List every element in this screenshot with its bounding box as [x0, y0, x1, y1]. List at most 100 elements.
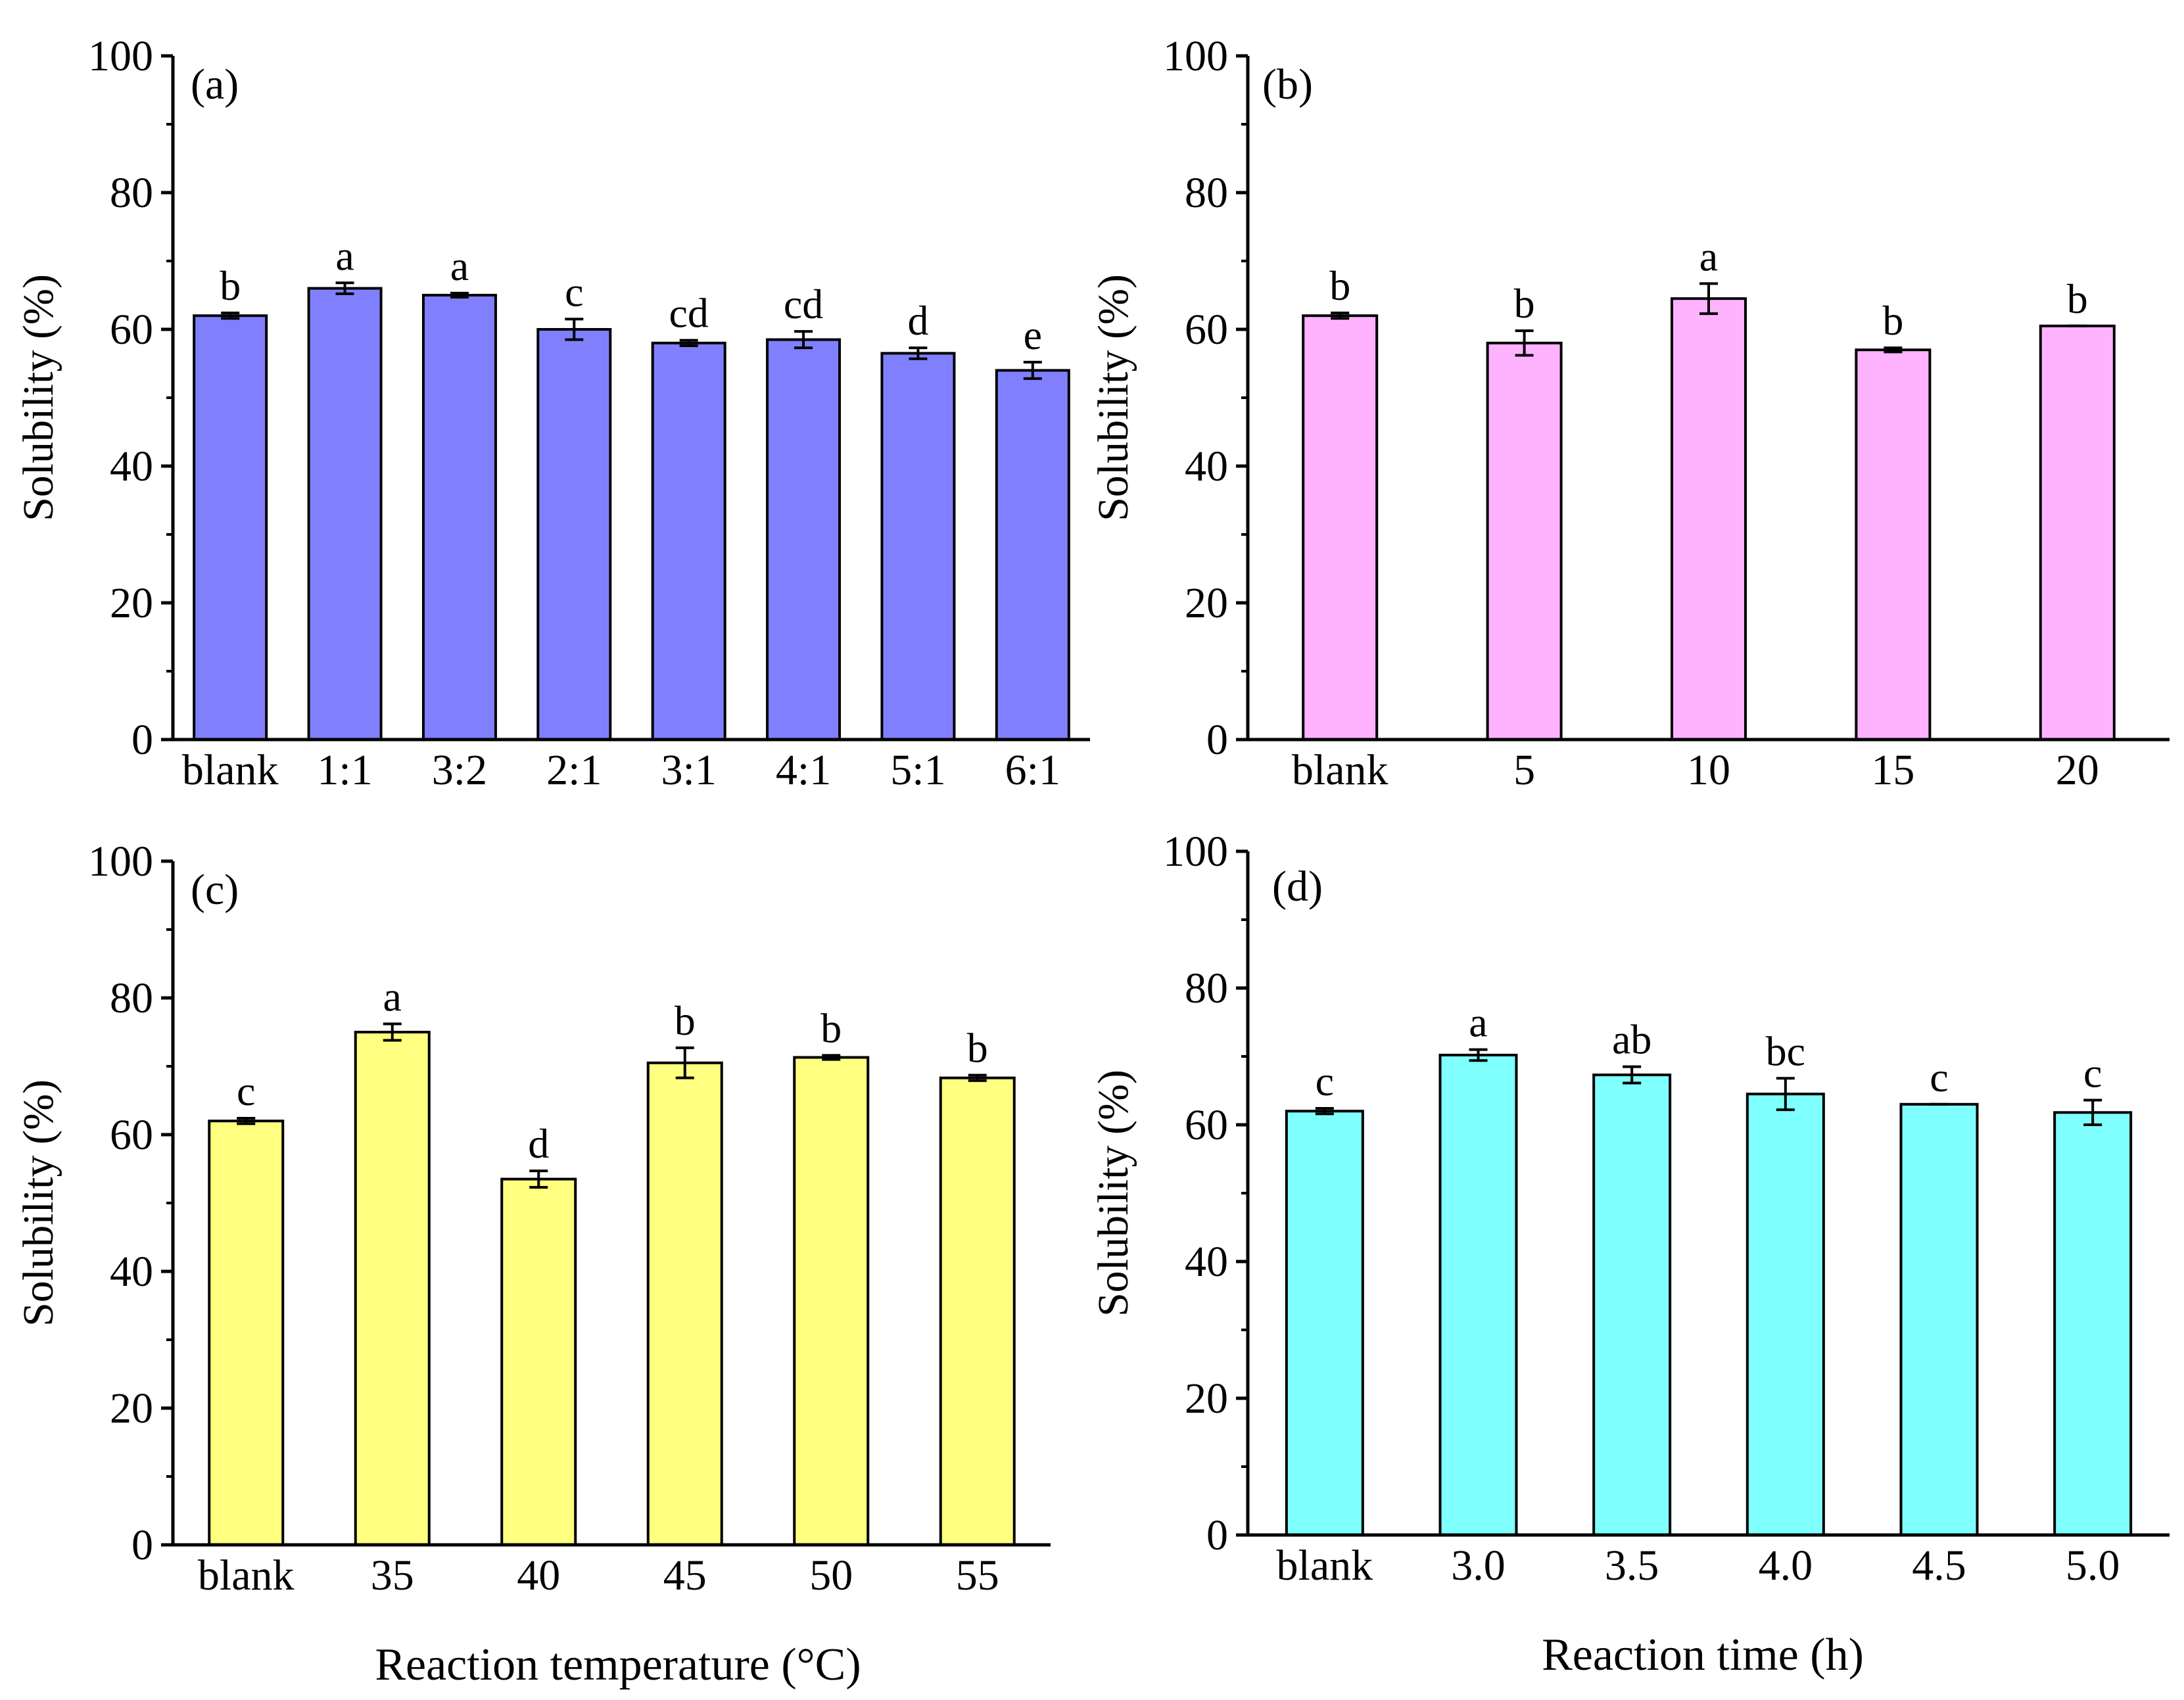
x-tick-label: 40 — [517, 1551, 560, 1599]
panel-label: (c) — [191, 866, 239, 914]
significance-label: b — [220, 262, 241, 309]
significance-label: c — [1930, 1054, 1948, 1100]
bar — [193, 314, 268, 741]
x-tick-label: 1:1 — [317, 746, 372, 794]
x-tick-label: 4:1 — [776, 746, 831, 794]
y-axis-label: Solubility (%) — [1089, 1070, 1137, 1317]
bar — [1671, 297, 1747, 741]
panel-label: (d) — [1272, 862, 1323, 910]
bar — [208, 1120, 285, 1546]
x-tick-label: 10 — [1687, 746, 1730, 794]
x-tick-label: blank — [182, 746, 279, 794]
significance-label: b — [2067, 275, 2088, 322]
bar — [1285, 1110, 1364, 1536]
bar — [1592, 1074, 1672, 1536]
bar — [1745, 1093, 1825, 1536]
y-tick-label: 100 — [88, 838, 153, 885]
x-tick-label: 55 — [956, 1551, 999, 1599]
bar — [793, 1056, 870, 1546]
significance-label: bc — [1766, 1027, 1805, 1074]
x-tick-label: 5 — [1513, 746, 1535, 794]
y-tick-label: 80 — [1185, 964, 1228, 1012]
x-tick-label: 3:1 — [661, 746, 717, 794]
y-tick-label: 80 — [1185, 169, 1228, 217]
y-tick-label: 80 — [110, 974, 153, 1022]
bar — [1855, 348, 1932, 741]
panel-label: (b) — [1262, 60, 1313, 108]
panel-d: c blank a 3.0 ab 3.5 bc 4.0 c 4.5 c 5.0 0 20 40 60 80 100… — [1089, 828, 2170, 1680]
x-tick-label: 5.0 — [2066, 1542, 2120, 1590]
x-tick-label: 3.0 — [1451, 1542, 1506, 1590]
bar — [421, 294, 497, 741]
y-tick-label: 20 — [1185, 1375, 1228, 1423]
panel-a: b blank a 1:1 a 3:2 c 2:1 cd 3:1 cd 4:1 d 5:1 e 6:1 0 20 4… — [14, 32, 1090, 794]
x-tick-label: 4.5 — [1912, 1542, 1966, 1590]
significance-label: a — [335, 232, 354, 279]
x-tick-label: 50 — [809, 1551, 853, 1599]
significance-label: c — [565, 268, 583, 315]
x-tick-label: 4.0 — [1759, 1542, 1813, 1590]
x-tick-label: blank — [1277, 1542, 1373, 1590]
significance-label: cd — [784, 281, 823, 327]
significance-label: a — [383, 974, 402, 1020]
significance-label: b — [675, 997, 696, 1044]
bar — [500, 1177, 577, 1546]
bar — [354, 1031, 431, 1546]
significance-label: a — [1699, 233, 1718, 279]
x-axis-label: Reaction time (h) — [1542, 1630, 1864, 1680]
significance-label: b — [1514, 280, 1535, 327]
y-tick-label: 60 — [110, 1111, 153, 1159]
bar — [2039, 324, 2116, 741]
bar — [939, 1076, 1016, 1547]
y-tick-label: 0 — [131, 716, 153, 764]
significance-label: d — [528, 1120, 549, 1167]
significance-label: c — [1316, 1058, 1334, 1104]
y-tick-label: 60 — [1185, 1101, 1228, 1149]
bar — [646, 1061, 723, 1547]
y-tick-label: 0 — [1206, 1511, 1228, 1559]
y-tick-label: 80 — [110, 169, 153, 217]
significance-label: b — [967, 1025, 988, 1072]
y-tick-label: 20 — [1185, 579, 1228, 627]
bar — [1899, 1102, 1979, 1537]
significance-label: a — [1469, 999, 1487, 1046]
y-tick-label: 40 — [1185, 1238, 1228, 1286]
bar — [1302, 314, 1379, 741]
y-tick-label: 20 — [110, 579, 153, 627]
panel-c: c blank a 35 d 40 b 45 b 50 b 55 0 20 40 60 80 100 (c) Solu… — [14, 838, 1051, 1690]
x-tick-label: 45 — [663, 1551, 707, 1599]
x-tick-label: 3:2 — [432, 746, 487, 794]
significance-label: ab — [1612, 1016, 1651, 1063]
y-axis-label: Solubility (%) — [1089, 274, 1137, 521]
x-tick-label: 15 — [1871, 746, 1914, 794]
bar — [307, 287, 383, 742]
x-axis-label: Reaction temperature (°C) — [375, 1640, 861, 1690]
y-tick-label: 40 — [1185, 442, 1228, 490]
x-tick-label: 2:1 — [546, 746, 602, 794]
bar — [2053, 1111, 2133, 1536]
panel-label: (a) — [191, 60, 239, 108]
significance-label: b — [1329, 262, 1350, 309]
x-tick-label: blank — [198, 1551, 295, 1599]
y-tick-label: 100 — [88, 32, 153, 80]
bar — [995, 369, 1070, 741]
x-tick-label: 20 — [2056, 746, 2099, 794]
panel-b: b blank b 5 a 10 b 15 b 20 0 20 40 60 80 100 (b) Solubili… — [1089, 32, 2170, 794]
y-tick-label: 40 — [110, 442, 153, 490]
significance-label: e — [1024, 312, 1042, 358]
y-axis-label: Solubility (%) — [14, 274, 62, 521]
y-tick-label: 0 — [1206, 716, 1228, 764]
x-tick-label: 35 — [371, 1551, 414, 1599]
y-tick-label: 100 — [1163, 32, 1228, 80]
significance-label: cd — [669, 290, 708, 337]
x-tick-label: blank — [1292, 746, 1389, 794]
y-tick-label: 40 — [110, 1248, 153, 1296]
bar — [1438, 1053, 1518, 1537]
significance-label: d — [907, 297, 928, 344]
y-axis-label: Solubility (%) — [14, 1079, 62, 1327]
significance-label: c — [237, 1068, 255, 1114]
y-tick-label: 100 — [1163, 828, 1228, 876]
bar — [651, 341, 726, 741]
bar — [880, 352, 956, 741]
